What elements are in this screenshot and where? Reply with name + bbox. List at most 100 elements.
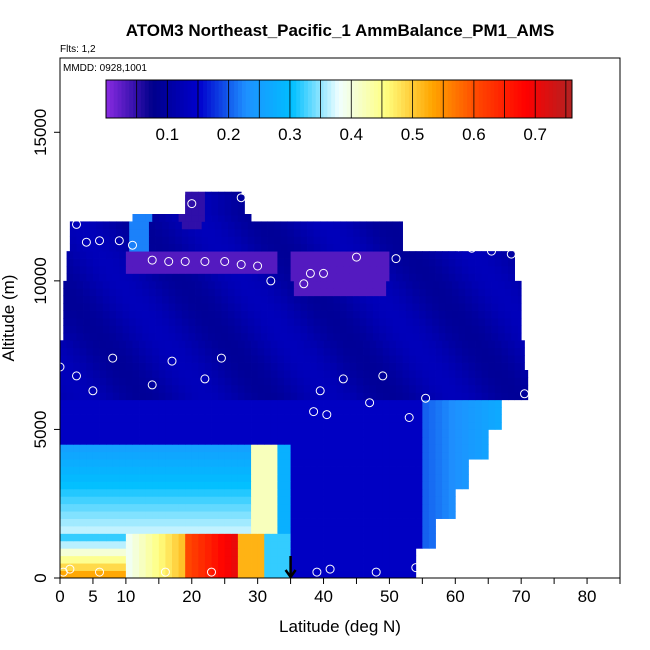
heatmap-cell	[218, 414, 226, 423]
heatmap-cell	[284, 503, 291, 512]
heatmap-cell	[198, 563, 206, 571]
heatmap-cell	[185, 355, 193, 363]
heatmap-cell	[316, 474, 324, 482]
heatmap-cell	[376, 496, 384, 505]
heatmap-cell	[257, 511, 265, 519]
latitude-marker-arrow	[284, 556, 297, 580]
heatmap-cell	[356, 399, 364, 408]
heatmap-cell	[237, 340, 245, 349]
heatmap-cell	[237, 422, 245, 430]
heatmap-cell	[343, 488, 351, 497]
heatmap-cell	[313, 228, 321, 237]
heatmap-cell	[228, 332, 235, 341]
heatmap-cell	[73, 503, 81, 512]
heatmap-cell	[270, 511, 278, 519]
colorbar-tick-label: 0.4	[339, 125, 363, 144]
heatmap-cell	[442, 466, 450, 475]
heatmap-cell	[442, 474, 450, 482]
heatmap-cell	[198, 540, 206, 549]
colorbar-segment	[335, 80, 340, 118]
heatmap-cell	[274, 288, 282, 297]
heatmap-cell	[218, 474, 226, 482]
heatmap-cell	[293, 221, 301, 230]
heatmap-cell	[122, 280, 130, 289]
heatmap-cell	[79, 488, 87, 497]
heatmap-cell	[86, 488, 94, 497]
heatmap-cell	[158, 555, 166, 564]
colorbar-segment	[245, 80, 251, 118]
heatmap-cell	[402, 466, 410, 475]
heatmap-cell	[422, 533, 430, 542]
heatmap-cell	[326, 332, 334, 341]
heatmap-cell	[132, 258, 140, 267]
colorbar-segment	[292, 80, 297, 118]
heatmap-cell	[106, 399, 114, 408]
heatmap-cell	[270, 518, 278, 527]
heatmap-cell	[178, 444, 186, 453]
heatmap-cell	[402, 503, 410, 512]
heatmap-cell	[122, 310, 130, 319]
heatmap-cell	[316, 459, 324, 467]
date-annotation: MMDD: 0928,1001	[63, 63, 147, 74]
colorbar-segment	[568, 80, 573, 118]
heatmap-cell	[277, 399, 285, 408]
heatmap-cell	[96, 318, 104, 326]
colorbar-segment	[544, 80, 550, 118]
heatmap-cell	[112, 496, 120, 505]
heatmap-cell	[218, 214, 226, 222]
colorbar-segment	[537, 80, 542, 118]
heatmap-cell	[244, 481, 252, 490]
colorbar-segment	[521, 80, 526, 118]
heatmap-cell	[349, 540, 357, 549]
heatmap-cell	[343, 548, 351, 557]
heatmap-cell	[204, 384, 212, 393]
heatmap-cell	[297, 429, 305, 438]
heatmap-cell	[428, 511, 436, 519]
observation-point	[421, 393, 431, 403]
heatmap-cell	[353, 310, 361, 319]
heatmap-cell	[96, 243, 104, 252]
heatmap-cell	[425, 310, 433, 319]
colorbar-segment	[175, 80, 181, 118]
heatmap-cell	[254, 243, 262, 252]
heatmap-cell	[376, 533, 384, 542]
heatmap-cell	[142, 280, 150, 289]
colorbar-segment	[272, 80, 278, 118]
heatmap-cell	[204, 392, 212, 401]
heatmap-cell	[287, 295, 295, 304]
heatmap-cell	[257, 370, 265, 378]
heatmap-cell	[86, 347, 94, 356]
heatmap-cell	[277, 347, 285, 356]
heatmap-cell	[224, 459, 232, 467]
heatmap-cell	[379, 318, 387, 326]
heatmap-cell	[218, 533, 226, 542]
heatmap-cell	[458, 280, 466, 289]
heatmap-cell	[139, 214, 147, 222]
heatmap-cell	[386, 325, 394, 334]
heatmap-cell	[191, 258, 199, 267]
heatmap-cell	[99, 481, 107, 490]
heatmap-cell	[303, 407, 311, 415]
colorbar-segment	[249, 80, 255, 118]
heatmap-cell	[409, 466, 417, 475]
heatmap-cell	[132, 266, 140, 274]
heatmap-cell	[396, 370, 403, 378]
heatmap-cell	[158, 436, 166, 445]
heatmap-cell	[320, 318, 328, 326]
heatmap-cell	[494, 422, 502, 430]
heatmap-cell	[396, 459, 403, 467]
heatmap-cell	[119, 533, 127, 542]
heatmap-cell	[353, 318, 361, 326]
heatmap-cell	[409, 384, 417, 393]
heatmap-cell	[86, 251, 94, 259]
heatmap-cell	[247, 228, 255, 237]
heatmap-cell	[204, 414, 212, 423]
heatmap-cell	[129, 280, 137, 289]
heatmap-cell	[448, 266, 456, 274]
heatmap-cell	[287, 221, 295, 230]
heatmap-cell	[172, 511, 179, 519]
heatmap-cell	[340, 332, 347, 341]
heatmap-cell	[158, 392, 166, 401]
heatmap-cell	[145, 488, 153, 497]
heatmap-cell	[106, 474, 114, 482]
